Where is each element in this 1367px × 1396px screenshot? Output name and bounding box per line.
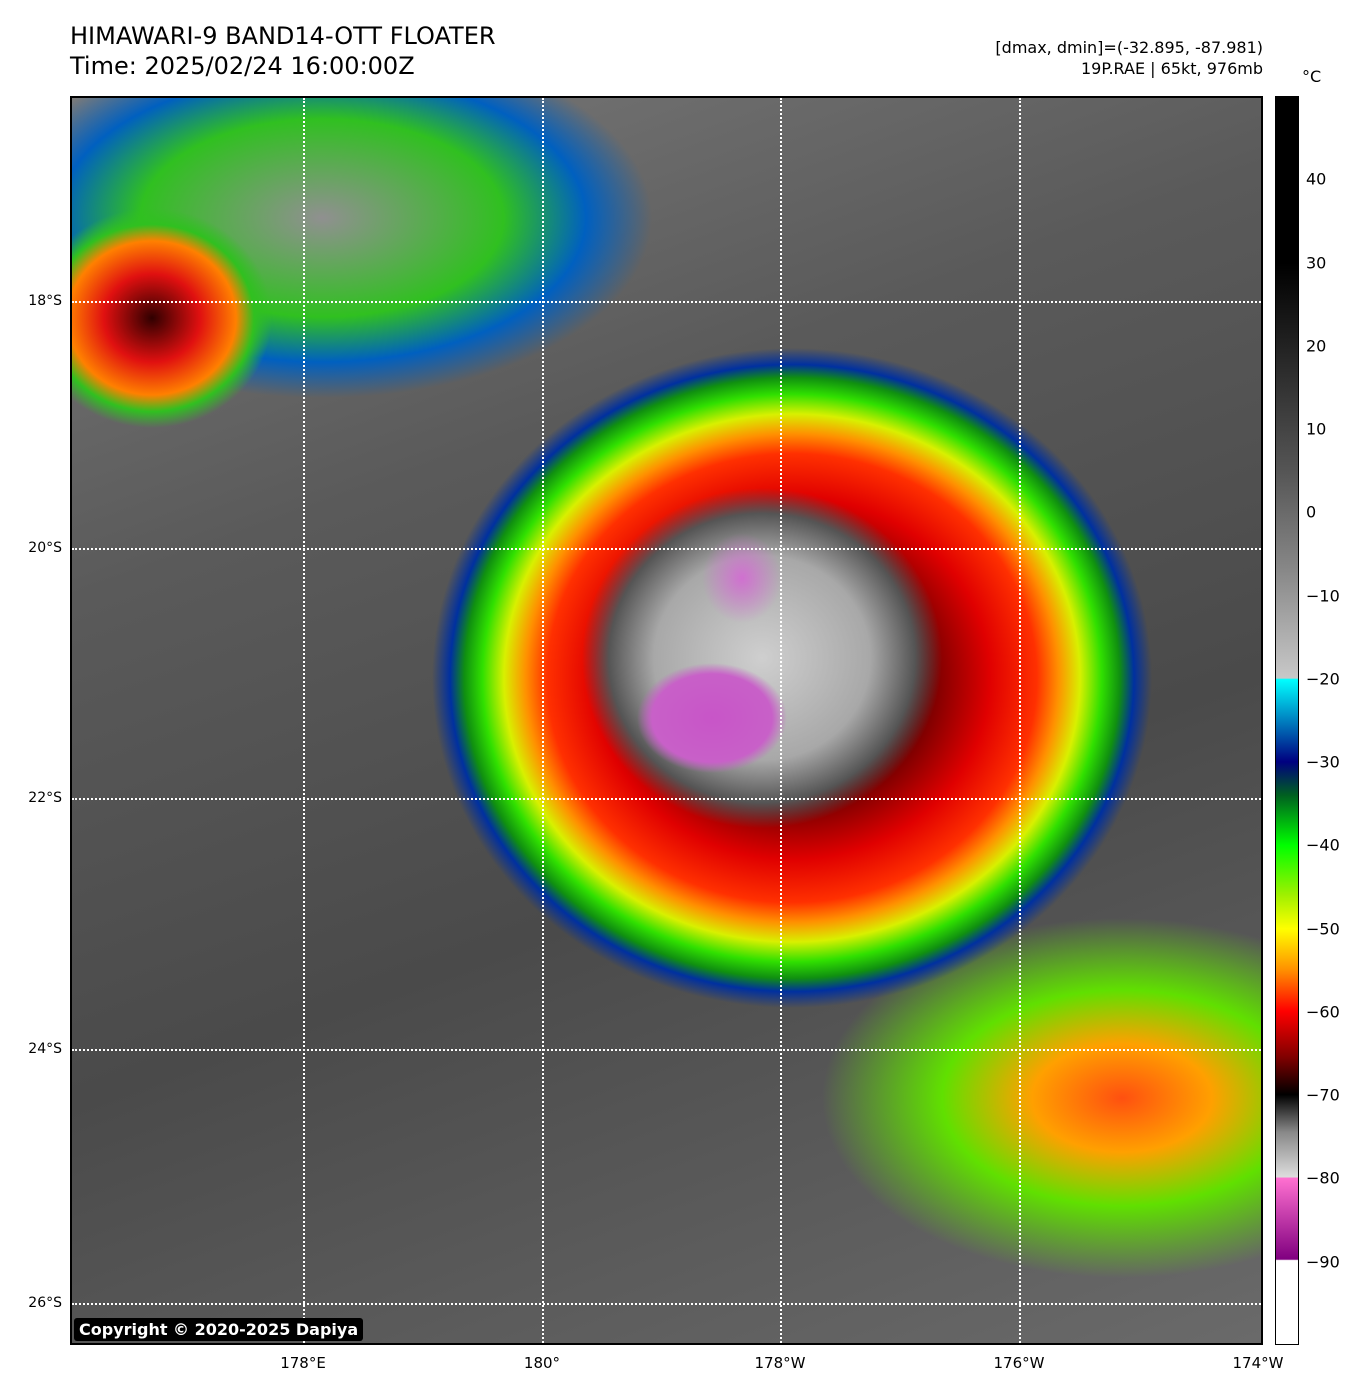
colorbar-tick-label: −60 [1306,1002,1340,1022]
satellite-image: Copyright © 2020-2025 Dapiya [70,96,1263,1345]
lat-label: 24°S [28,1041,62,1057]
lon-label: 178°E [280,1354,326,1372]
colorbar-tick-label: −50 [1306,919,1340,939]
lat-label: 22°S [28,790,62,806]
colorbar-tick-label: 30 [1306,253,1327,273]
copyright-label: Copyright © 2020-2025 Dapiya [74,1318,364,1341]
figure-title: HIMAWARI-9 BAND14-OTT FLOATER [70,22,496,50]
gridline-lon [542,98,544,1343]
colorbar-tick-label: 0 [1306,502,1317,522]
storm-info-label: 19P.RAE | 65kt, 976mb [1080,59,1263,78]
colorbar-tick-label: −90 [1306,1252,1340,1272]
colorbar-tick-label: −10 [1306,586,1340,606]
lat-label: 20°S [28,540,62,556]
colorbar-tick-label: −70 [1306,1085,1340,1105]
gridline-lat [72,301,1261,303]
colorbar-tick-label: −30 [1306,752,1340,772]
lon-label: 178°W [754,1354,806,1372]
colorbar [1275,96,1299,1345]
lat-label: 26°S [28,1295,62,1311]
lon-label: 174°W [1232,1354,1284,1372]
figure-time: Time: 2025/02/24 16:00:00Z [70,52,415,80]
dmax-dmin-label: [dmax, dmin]=(-32.895, -87.981) [995,38,1263,57]
gridline-lon [780,98,782,1343]
gridline-lon [1019,98,1021,1343]
lon-label: 176°W [993,1354,1045,1372]
colorbar-tick-label: −40 [1306,835,1340,855]
gridline-lat [72,548,1261,550]
colorbar-tick-label: 10 [1306,419,1327,439]
gridline-lat [72,798,1261,800]
colorbar-unit: °C [1302,67,1322,86]
gridline-lat [72,1303,1261,1305]
colorbar-tick-label: 20 [1306,336,1327,356]
lon-label: 180° [523,1354,561,1372]
gridline-lon [303,98,305,1343]
colorbar-tick-label: 40 [1306,169,1327,189]
colorbar-tick-label: −80 [1306,1168,1340,1188]
colorbar-tick-label: −20 [1306,669,1340,689]
lat-label: 18°S [28,293,62,309]
gridline-lat [72,1049,1261,1051]
